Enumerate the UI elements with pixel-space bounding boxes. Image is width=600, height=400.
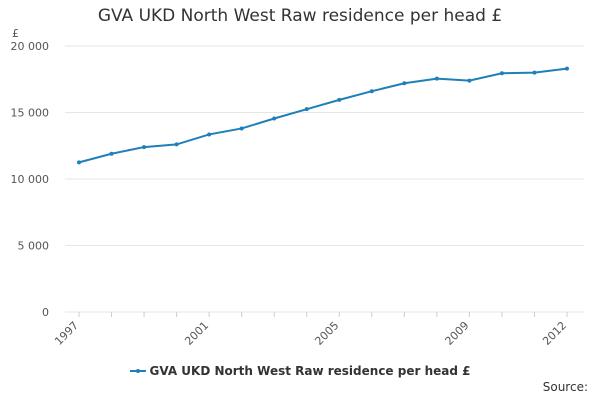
legend-item[interactable]: GVA UKD North West Raw residence per hea… [129,364,471,378]
y-tick-label: 15 000 [11,107,50,120]
x-tick-label: 2005 [312,319,341,348]
legend: GVA UKD North West Raw residence per hea… [0,364,600,380]
data-point[interactable] [467,78,472,83]
legend-line-marker-icon [129,365,146,377]
x-tick-label: 1997 [52,319,81,348]
data-point[interactable] [77,160,81,165]
x-tick-label: 2012 [540,319,569,348]
y-tick-label: 20 000 [11,40,50,53]
source-label: Source: [542,380,588,394]
data-point[interactable] [369,89,374,94]
data-point[interactable] [499,71,504,76]
line-chart: £ 0 5 000 10 000 15 000 20 000 1997 2001 2005 2… [11,27,584,348]
x-tick-label: 2009 [443,319,472,348]
y-tick-label: 5 000 [18,240,50,253]
data-point[interactable] [239,126,244,131]
series-line [78,67,568,164]
data-point[interactable] [434,76,439,81]
data-point[interactable] [532,70,537,75]
data-point[interactable] [337,97,342,102]
x-tick-label: 2001 [182,319,211,348]
y-tick-label: 0 [42,306,49,319]
data-point[interactable] [402,81,407,86]
data-point[interactable] [272,116,277,121]
data-point[interactable] [109,151,114,156]
data-point[interactable] [565,66,569,71]
legend-label: GVA UKD North West Raw residence per hea… [149,364,471,378]
y-tick-label: 10 000 [11,173,50,186]
y-axis-unit-label: £ [12,27,19,40]
data-point[interactable] [142,145,147,150]
chart-title: GVA UKD North West Raw residence per hea… [97,6,503,26]
data-point[interactable] [207,132,212,137]
data-point[interactable] [304,107,309,112]
data-point[interactable] [174,142,179,147]
